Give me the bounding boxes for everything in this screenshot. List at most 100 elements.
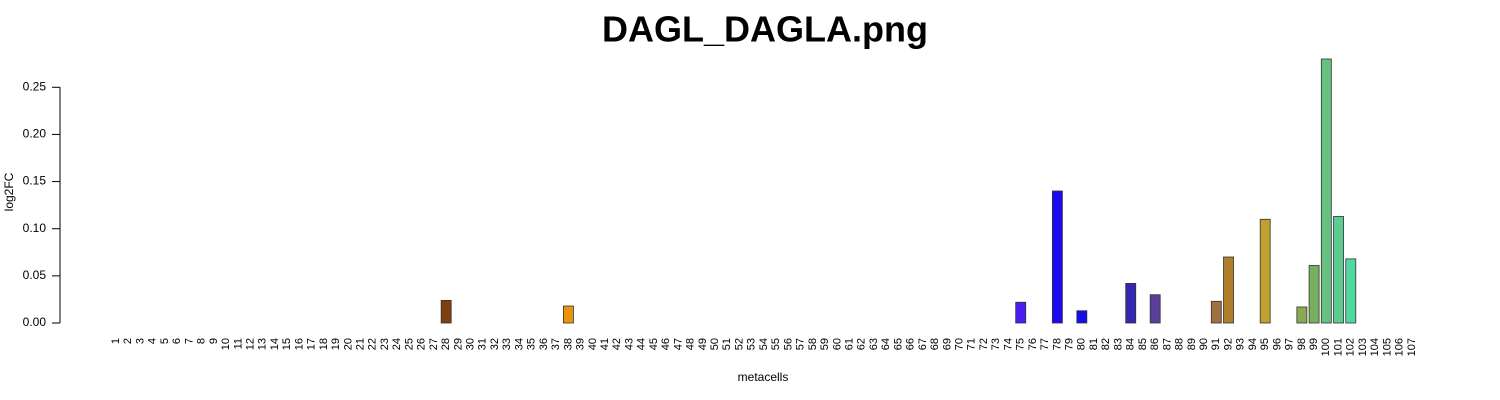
x-tick-label: 41: [599, 338, 611, 350]
x-tick-label: 52: [733, 338, 745, 350]
bar: [1345, 258, 1357, 324]
x-tick-label: 69: [941, 338, 953, 350]
x-tick-label: 102: [1345, 338, 1357, 356]
bar: [440, 299, 452, 324]
x-tick-label: 104: [1369, 338, 1381, 356]
bar: [1149, 294, 1161, 324]
x-tick-label: 87: [1161, 338, 1173, 350]
x-tick-label: 6: [171, 338, 183, 344]
x-tick-label: 26: [416, 338, 428, 350]
y-tick-label: 0.20: [23, 127, 47, 141]
x-tick-label: 64: [880, 338, 892, 350]
bar: [562, 305, 574, 324]
y-tick-label: 0.05: [23, 268, 47, 282]
x-tick-label: 60: [831, 338, 843, 350]
x-tick-label: 28: [440, 338, 452, 350]
x-tick-label: 35: [526, 338, 538, 350]
x-tick-label: 53: [746, 338, 758, 350]
x-tick-label: 97: [1284, 338, 1296, 350]
x-tick-label: 11: [232, 338, 244, 349]
x-tick-label: 12: [244, 338, 256, 350]
x-tick-label: 92: [1222, 338, 1234, 350]
x-tick-label: 85: [1137, 338, 1149, 350]
x-tick-label: 66: [905, 338, 917, 350]
x-tick-label: 31: [477, 338, 489, 350]
x-tick-label: 81: [1088, 338, 1100, 350]
x-tick-label: 98: [1296, 338, 1308, 350]
x-tick-label: 30: [465, 338, 477, 350]
x-tick-label: 25: [403, 338, 415, 350]
x-tick-label: 48: [685, 338, 697, 350]
x-tick-label: 89: [1186, 338, 1198, 350]
x-tick-label: 14: [269, 338, 281, 350]
bar: [1125, 282, 1137, 324]
bar: [1210, 300, 1222, 324]
x-tick-label: 7: [183, 338, 195, 344]
x-tick-label: 39: [575, 338, 587, 350]
x-tick-label: 27: [428, 338, 440, 350]
x-tick-label: 22: [367, 338, 379, 350]
x-tick-label: 16: [293, 338, 305, 350]
x-tick-label: 84: [1125, 338, 1137, 350]
x-tick-label: 17: [306, 338, 318, 350]
x-tick-label: 44: [636, 338, 648, 350]
x-tick-label: 37: [550, 338, 562, 350]
x-tick-label: 94: [1247, 338, 1259, 350]
x-tick-label: 40: [587, 338, 599, 350]
x-tick-label: 32: [489, 338, 501, 350]
x-tick-label: 56: [782, 338, 794, 350]
x-tick-label: 70: [953, 338, 965, 350]
x-tick-label: 50: [709, 338, 721, 350]
x-tick-label: 96: [1271, 338, 1283, 350]
bar: [1051, 190, 1063, 324]
y-axis-label: log2FC: [2, 172, 16, 211]
x-tick-label: 13: [257, 338, 269, 350]
x-tick-label: 46: [660, 338, 672, 350]
x-tick-label: 86: [1149, 338, 1161, 350]
bar: [1259, 218, 1271, 324]
x-tick-label: 90: [1198, 338, 1210, 350]
x-tick-label: 57: [795, 338, 807, 350]
bar: [1076, 310, 1088, 324]
x-tick-label: 45: [648, 338, 660, 350]
x-tick-label: 49: [697, 338, 709, 350]
x-tick-label: 65: [892, 338, 904, 350]
x-tick-label: 75: [1015, 338, 1027, 350]
x-tick-label: 62: [856, 338, 868, 350]
x-tick-label: 3: [134, 338, 146, 344]
x-tick-label: 33: [501, 338, 513, 350]
x-tick-label: 107: [1406, 338, 1418, 356]
y-tick-label: 0.00: [23, 315, 47, 329]
bar: [1015, 301, 1027, 324]
x-tick-label: 95: [1259, 338, 1271, 350]
x-tick-label: 105: [1381, 338, 1393, 356]
chart-title: DAGL_DAGLA.png: [602, 9, 928, 50]
x-tick-label: 78: [1051, 338, 1063, 350]
x-tick-label: 76: [1027, 338, 1039, 350]
x-tick-label: 73: [990, 338, 1002, 350]
x-tick-label: 91: [1210, 338, 1222, 350]
x-tick-label: 68: [929, 338, 941, 350]
x-tick-label: 79: [1064, 338, 1076, 350]
x-tick-label: 24: [391, 338, 403, 350]
x-tick-label: 54: [758, 338, 770, 350]
x-tick-label: 29: [452, 338, 464, 350]
x-tick-label: 43: [623, 338, 635, 350]
x-tick-label: 51: [721, 338, 733, 350]
x-tick-label: 8: [196, 338, 208, 344]
x-tick-label: 88: [1174, 338, 1186, 350]
x-tick-label: 47: [672, 338, 684, 350]
x-tick-label: 2: [122, 338, 134, 344]
x-tick-label: 67: [917, 338, 929, 350]
x-tick-label: 71: [966, 338, 978, 350]
x-tick-label: 83: [1112, 338, 1124, 350]
y-tick-label: 0.15: [23, 174, 47, 188]
x-tick-label: 61: [843, 338, 855, 350]
x-tick-label: 101: [1332, 338, 1344, 356]
bar: [1223, 256, 1234, 324]
x-tick-label: 103: [1357, 338, 1369, 356]
x-tick-label: 4: [147, 338, 159, 344]
x-tick-label: 100: [1320, 338, 1332, 356]
bar: [1296, 306, 1308, 324]
